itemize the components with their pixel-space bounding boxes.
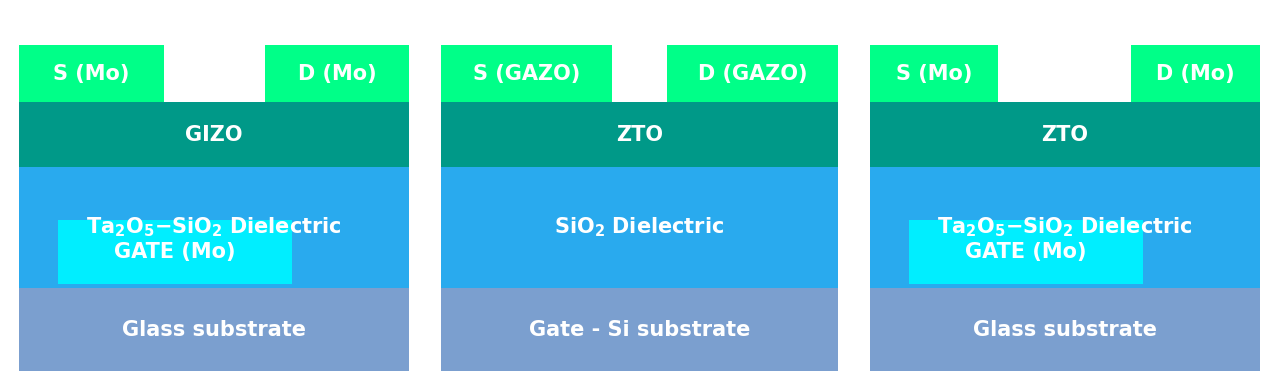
Bar [19,45,164,102]
Bar [668,45,838,102]
Bar [265,45,409,102]
Text: GIZO: GIZO [185,125,243,144]
Text: ZTO: ZTO [1041,125,1088,144]
Bar [441,102,838,167]
Text: Glass substrate: Glass substrate [973,320,1156,340]
Bar [19,167,409,288]
Text: $\bf{SiO_2}$ $\bf{Dielectric}$: $\bf{SiO_2}$ $\bf{Dielectric}$ [554,216,725,239]
Bar [870,102,1260,167]
Text: D (GAZO): D (GAZO) [698,64,807,84]
Bar [59,220,292,284]
Bar [441,288,838,371]
Bar [1131,45,1260,102]
Bar [441,167,838,288]
Text: $\bf{Ta_2O_5}$$\bf{-SiO_2}$ $\bf{Dielectric}$: $\bf{Ta_2O_5}$$\bf{-SiO_2}$ $\bf{Dielect… [938,216,1192,239]
Text: Gate - Si substrate: Gate - Si substrate [528,320,751,340]
Bar [870,167,1260,288]
Text: Glass substrate: Glass substrate [123,320,306,340]
Text: D (Mo): D (Mo) [298,64,376,84]
Text: S (GAZO): S (GAZO) [473,64,581,84]
Bar [870,45,999,102]
Text: S (Mo): S (Mo) [895,64,972,84]
Bar [19,288,409,371]
Bar [908,220,1143,284]
Text: D (Mo): D (Mo) [1156,64,1234,84]
Bar [441,45,611,102]
Text: GATE (Mo): GATE (Mo) [115,242,235,262]
Text: $\bf{Ta_2O_5}$$\bf{-SiO_2}$ $\bf{Dielectric}$: $\bf{Ta_2O_5}$$\bf{-SiO_2}$ $\bf{Dielect… [87,216,341,239]
Bar [19,102,409,167]
Text: S (Mo): S (Mo) [54,64,129,84]
Text: ZTO: ZTO [616,125,663,144]
Bar [870,288,1260,371]
Text: GATE (Mo): GATE (Mo) [966,242,1086,262]
